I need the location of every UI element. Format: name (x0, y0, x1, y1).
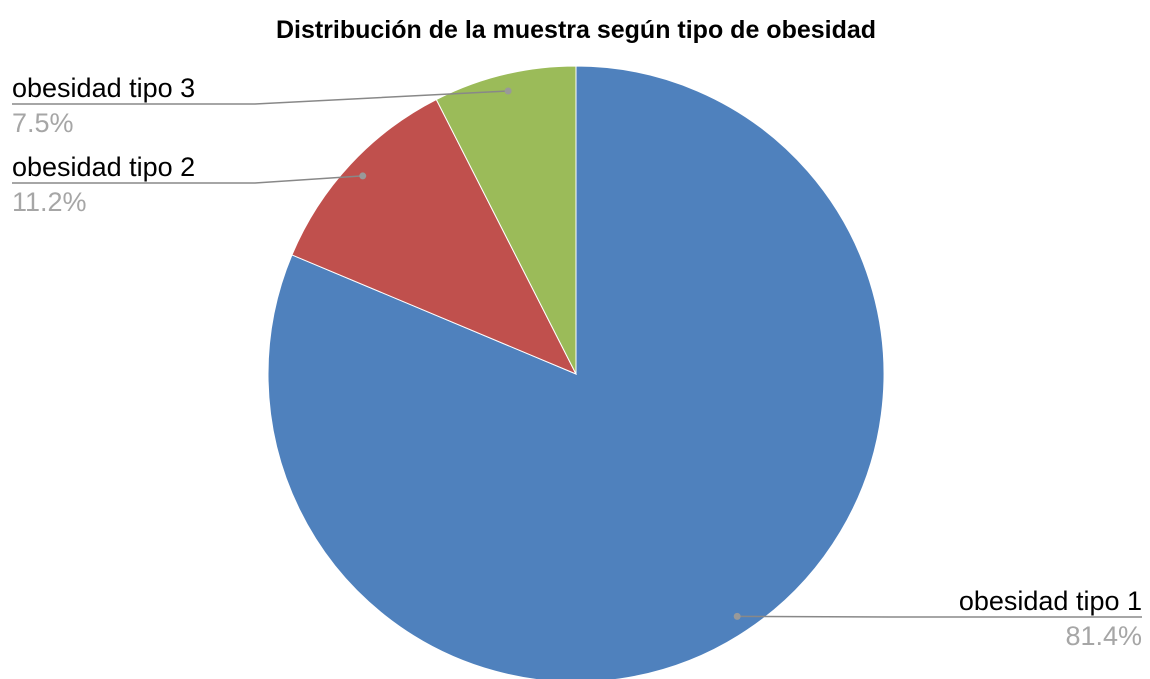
slice-label: obesidad tipo 2 (12, 152, 195, 182)
slice-label: obesidad tipo 3 (12, 73, 195, 103)
slice-label: obesidad tipo 1 (959, 586, 1142, 616)
pie-slice (435, 65, 577, 375)
leader-dot (359, 172, 367, 180)
leader-dot (504, 87, 512, 95)
pie-slice (291, 98, 578, 375)
slice-value-label: 7.5% (12, 108, 74, 138)
leader-line (12, 90, 509, 105)
chart-title: Distribución de la muestra según tipo de… (276, 16, 876, 44)
slice-value-label: 81.4% (1065, 621, 1142, 651)
leader-dot (733, 612, 741, 620)
leader-line (737, 615, 1142, 618)
leader-line (12, 175, 363, 184)
slice-value-label: 11.2% (12, 187, 87, 217)
